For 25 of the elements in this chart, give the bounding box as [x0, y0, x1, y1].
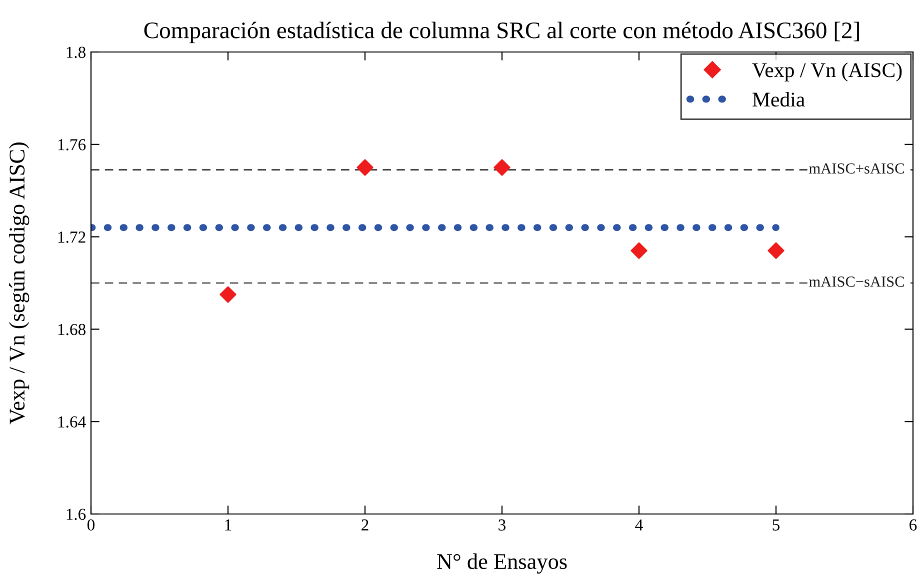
y-axis-title: Vexp / Vn (según codigo AISC) — [8, 142, 30, 424]
y-tick-label: 1.64 — [58, 416, 86, 428]
y-tick-label: 1.72 — [58, 232, 86, 243]
point — [494, 159, 510, 176]
y-tick-label: 1.76 — [58, 139, 86, 150]
ref-line-label: mAISC+sAISC — [809, 163, 904, 174]
x-tick-label: 5 — [772, 520, 780, 531]
x-tick-label: 6 — [910, 519, 917, 531]
x-tick-label: 2 — [362, 519, 368, 530]
y-tick-label: 1.8 — [66, 46, 86, 58]
chart-title: Comparación estadística de columna SRC al corte con método AISC360 [2] — [144, 22, 859, 44]
x-axis-title: N° de Ensayos — [437, 553, 567, 574]
y-tick-label: 1.6 — [66, 508, 86, 520]
y-tick-label: 1.68 — [58, 324, 86, 336]
x-tick-label: 0 — [87, 519, 95, 531]
point — [356, 159, 374, 176]
point — [630, 242, 648, 259]
point — [220, 286, 236, 303]
legend-label: Media — [752, 92, 805, 107]
ref-line-label: mAISC−sAISC — [809, 276, 904, 287]
x-tick-label: 3 — [498, 519, 506, 531]
x-tick-label: 4 — [635, 519, 643, 530]
legend-label: Vexp / Vn (AISC) — [752, 62, 902, 82]
x-tick-label: 1 — [225, 519, 232, 530]
point — [768, 242, 784, 259]
